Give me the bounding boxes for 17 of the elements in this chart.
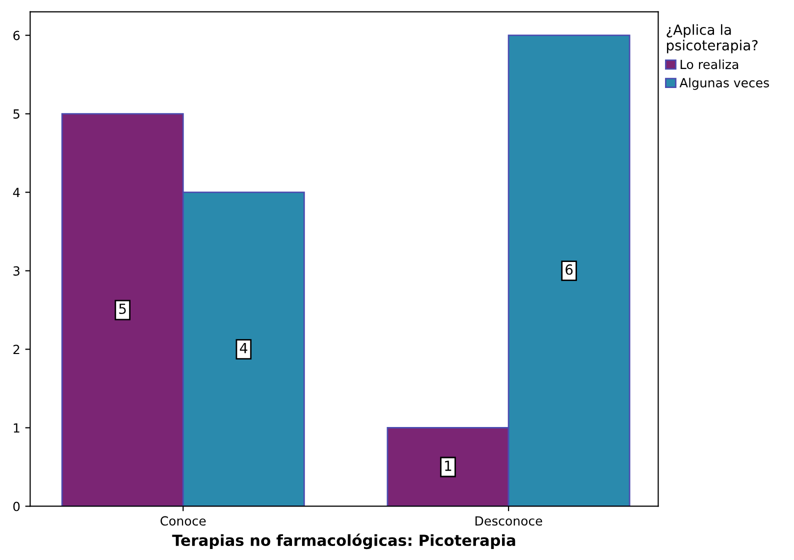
legend-label: Algunas veces — [680, 78, 769, 90]
y-tick-label: 1 — [14, 423, 20, 432]
data-label: 5 — [119, 304, 126, 314]
legend-label: Lo realiza — [680, 59, 738, 70]
x-tick-label: Desconoce — [476, 516, 542, 526]
x-axis-title: Terapias no farmacológicas: Picoterapia — [172, 534, 516, 550]
data-label: 6 — [566, 264, 573, 275]
y-tick-label: 2 — [13, 344, 20, 354]
x-tick-label: Conoce — [160, 516, 206, 526]
y-tick-label: 0 — [13, 502, 20, 512]
y-tick-label: 5 — [13, 109, 20, 119]
y-tick-label: 4 — [13, 188, 20, 198]
data-label: 4 — [240, 342, 248, 354]
data-label: 1 — [445, 460, 452, 471]
legend-title: ¿Aplica la psicoterapia? — [666, 24, 758, 54]
y-tick-label: 6 — [13, 30, 20, 40]
y-tick-label: 3 — [13, 266, 20, 276]
